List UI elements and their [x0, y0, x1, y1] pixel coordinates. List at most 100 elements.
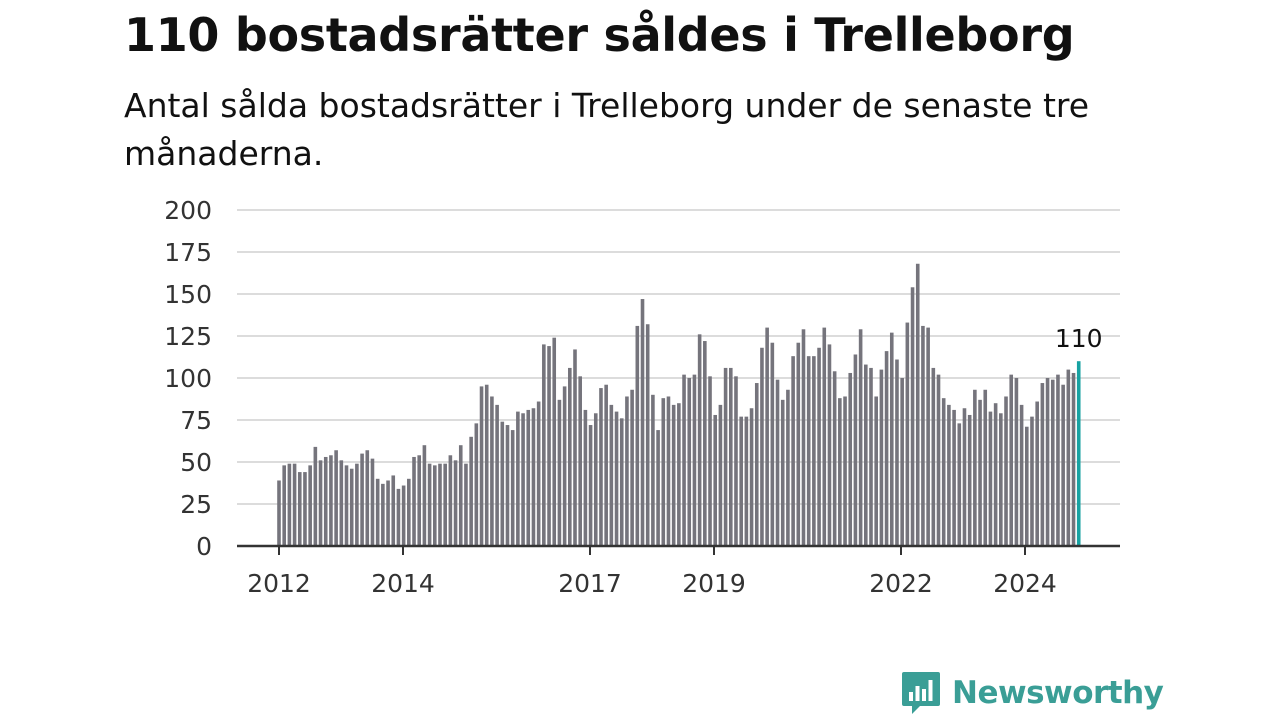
bar: [801, 329, 806, 546]
bar: [495, 404, 499, 546]
bar: [422, 445, 427, 546]
bar: [661, 398, 666, 546]
bar: [993, 403, 998, 546]
bar: [609, 404, 614, 546]
bar: [817, 347, 821, 546]
bar: [619, 418, 624, 546]
x-tick-label: 2022: [869, 569, 933, 598]
bar: [848, 372, 853, 546]
bar: [864, 364, 868, 546]
y-tick-label: 75: [180, 406, 212, 435]
newsworthy-logo-icon: [902, 672, 940, 714]
bar: [334, 450, 338, 546]
bar: [323, 456, 328, 546]
bar: [822, 327, 827, 546]
bar: [780, 399, 785, 546]
bar: [999, 413, 1003, 546]
bar: [889, 332, 894, 546]
bar: [786, 389, 790, 546]
bar: [827, 344, 832, 546]
bar: [838, 398, 842, 546]
bar: [734, 376, 738, 546]
bar: [370, 458, 375, 546]
bar: [568, 367, 572, 546]
bar: [692, 374, 697, 546]
bar: [765, 327, 769, 546]
bar: [490, 396, 494, 546]
bar: [900, 378, 904, 546]
bar: [723, 367, 728, 546]
bar: [936, 374, 941, 546]
bar: [832, 371, 837, 546]
bar: [718, 404, 723, 546]
bar: [344, 465, 349, 546]
bar: [526, 409, 531, 546]
bar: [1009, 374, 1014, 546]
bar: [391, 475, 396, 546]
bar: [1056, 374, 1060, 546]
x-tick-label: 2012: [247, 569, 311, 598]
bar: [806, 356, 811, 546]
bar: [973, 389, 977, 546]
bar: [604, 384, 608, 546]
bar: [952, 409, 956, 546]
bar: [843, 396, 847, 546]
bar: [703, 341, 707, 546]
bar: [401, 485, 406, 546]
bar: [853, 354, 858, 546]
bar: [728, 367, 733, 546]
bar: [957, 423, 962, 546]
x-tick-label: 2019: [682, 569, 746, 598]
bar: [682, 374, 686, 546]
bar: [381, 483, 385, 546]
bar: [687, 378, 692, 546]
y-tick-label: 175: [164, 238, 212, 267]
bar: [858, 329, 863, 546]
bar-highlight: [1076, 361, 1081, 546]
bar: [593, 413, 598, 546]
bar: [796, 342, 801, 546]
bar: [1071, 372, 1076, 546]
bar: [869, 367, 873, 546]
bar: [1045, 378, 1050, 546]
bar: [287, 463, 292, 546]
bar: [739, 416, 743, 546]
x-tick-label: 2014: [371, 569, 435, 598]
x-tick-label: 2024: [993, 569, 1057, 598]
bar: [412, 456, 416, 546]
bar: [983, 389, 988, 546]
bar: [931, 367, 936, 546]
bar: [308, 465, 312, 546]
bar: [1030, 416, 1034, 546]
bar: [1014, 378, 1019, 546]
bar: [697, 334, 702, 546]
bar: [677, 403, 681, 546]
bar: [1061, 384, 1065, 546]
bar: [967, 414, 972, 546]
bar: [386, 480, 390, 546]
bar: [947, 404, 951, 546]
bar: [292, 463, 297, 546]
bar: [349, 468, 354, 546]
y-tick-label: 50: [180, 448, 212, 477]
chart-subtitle: Antal sålda bostadsrätter i Trelleborg u…: [124, 86, 1090, 173]
bar: [978, 399, 982, 546]
bar: [479, 386, 484, 546]
bar: [879, 369, 884, 546]
bar: [536, 401, 541, 546]
bar: [874, 396, 878, 546]
bar: [895, 359, 899, 546]
bar: [531, 408, 536, 546]
bar: [396, 488, 401, 546]
bar: [557, 399, 562, 546]
bar: [988, 411, 993, 546]
bar: [630, 389, 634, 546]
bar: [599, 388, 603, 546]
bar: [588, 425, 593, 546]
x-tick-label: 2017: [558, 569, 622, 598]
annotations: 110: [1055, 324, 1103, 353]
bar: [438, 463, 442, 546]
bar: [921, 325, 925, 546]
bar: [640, 299, 645, 546]
